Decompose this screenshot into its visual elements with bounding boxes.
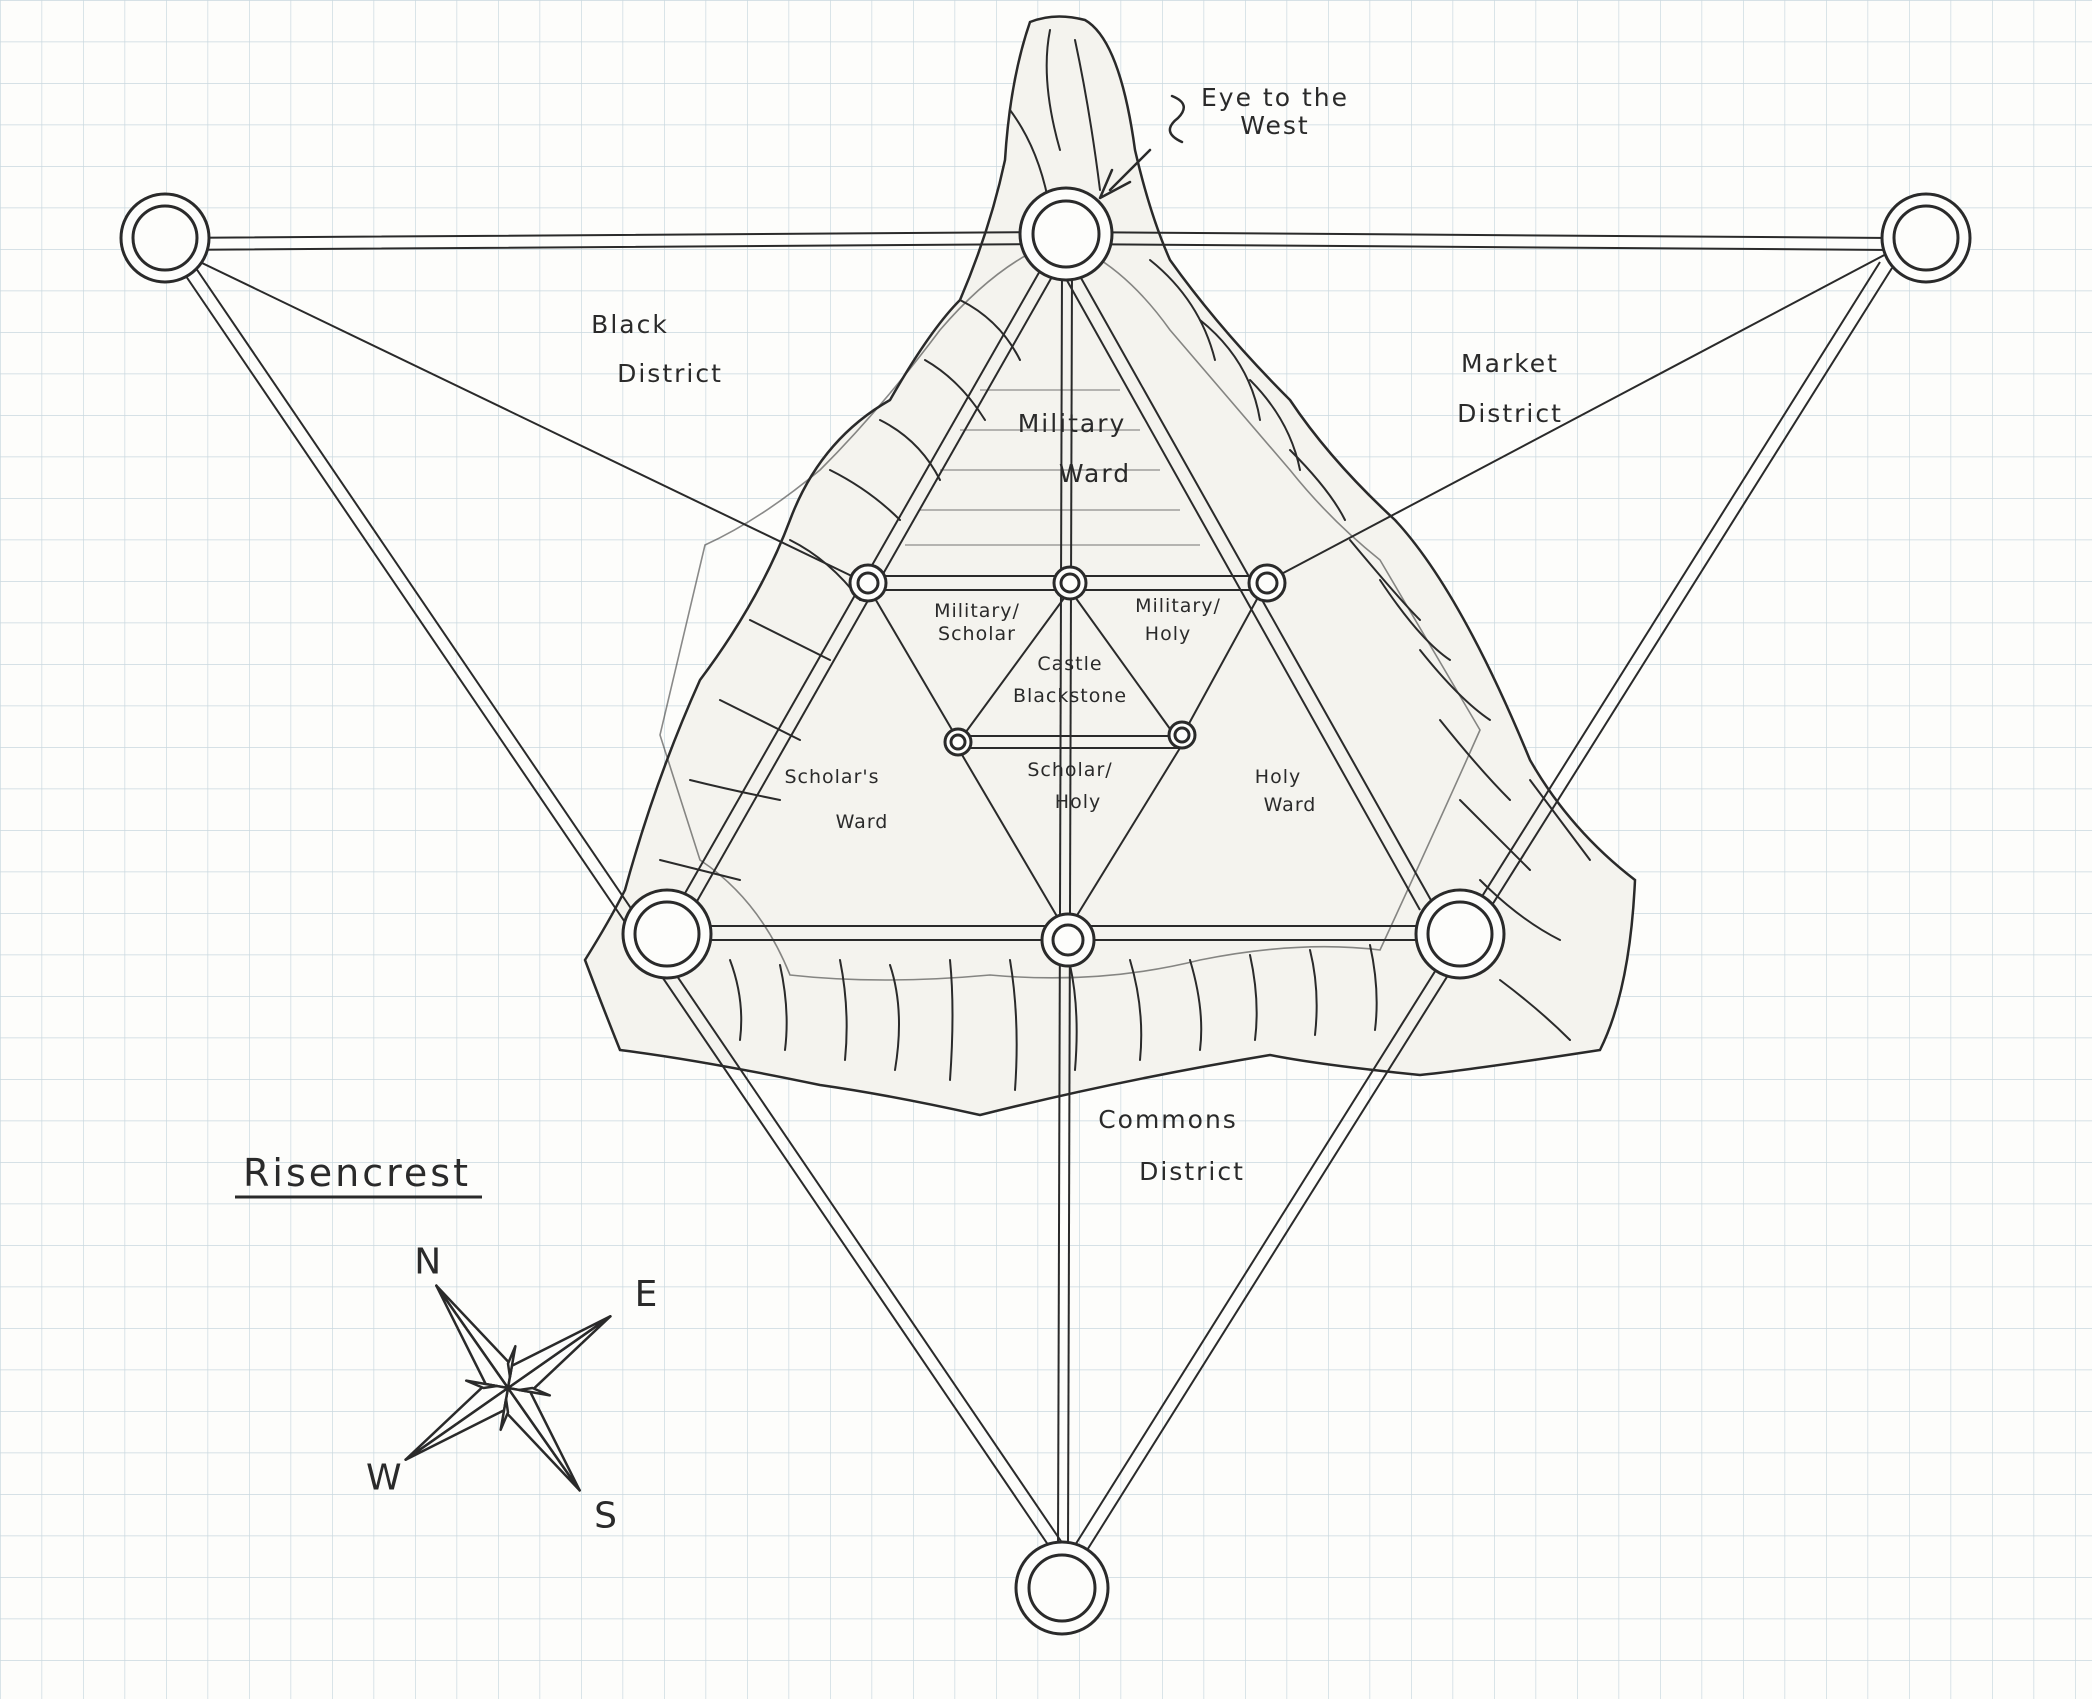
eye-to-the-west-label: Eye to the West	[1201, 83, 1349, 140]
compass-star-icon	[404, 1284, 612, 1492]
svg-text:Military/: Military/	[934, 600, 1020, 622]
svg-text:District: District	[1457, 399, 1563, 428]
compass-e: E	[635, 1274, 658, 1315]
map-title: Risencrest	[235, 1151, 482, 1199]
ward-military-scholar-label: Military/ Scholar	[934, 600, 1020, 645]
ward-scholar-holy-label: Scholar/ Holy	[1027, 759, 1112, 813]
svg-text:West: West	[1240, 111, 1309, 140]
node-military-scholar	[848, 563, 888, 603]
plateau-cliffs	[583, 15, 1637, 1117]
svg-text:District: District	[617, 359, 723, 388]
district-market-label: Market District	[1457, 349, 1563, 428]
svg-text:Castle: Castle	[1037, 653, 1102, 675]
node-castle-east	[1167, 720, 1197, 750]
svg-text:Risencrest: Risencrest	[243, 1151, 471, 1195]
district-black-label: Black District	[591, 310, 723, 388]
svg-text:Ward: Ward	[1059, 459, 1131, 488]
node-castle-west	[943, 727, 973, 757]
svg-text:Ward: Ward	[836, 811, 889, 833]
ward-military-label: Military Ward	[1018, 409, 1131, 488]
svg-text:Market: Market	[1461, 349, 1559, 378]
svg-text:Scholar's: Scholar's	[784, 766, 879, 788]
node-eye-to-the-west	[1018, 186, 1114, 282]
compass-n: N	[414, 1241, 441, 1282]
node-military-holy	[1247, 563, 1287, 603]
svg-text:Blackstone: Blackstone	[1013, 685, 1127, 707]
svg-text:Black: Black	[591, 310, 669, 339]
compass-w: W	[366, 1458, 402, 1499]
svg-text:Holy: Holy	[1055, 791, 1101, 813]
svg-text:Eye to the: Eye to the	[1201, 83, 1349, 112]
node-holy-gate	[1414, 888, 1506, 980]
svg-text:Military: Military	[1018, 409, 1127, 438]
annotation-arrow	[1098, 94, 1185, 200]
node-military-center	[1052, 565, 1088, 601]
ward-scholars-label: Scholar's Ward	[784, 766, 889, 833]
node-east-gate	[1880, 192, 1972, 284]
ward-military-holy-label: Military/ Holy	[1135, 595, 1221, 645]
svg-text:Holy: Holy	[1255, 766, 1301, 788]
node-commons-gate	[1040, 912, 1096, 968]
svg-text:Holy: Holy	[1145, 623, 1191, 645]
compass-rose: N E S W	[366, 1241, 658, 1536]
node-south-gate	[1014, 1540, 1110, 1636]
svg-text:Military/: Military/	[1135, 595, 1221, 617]
castle-blackstone-label: Castle Blackstone	[1013, 653, 1127, 707]
node-west-gate	[119, 192, 211, 284]
city-nodes	[119, 186, 1972, 1636]
svg-text:District: District	[1139, 1157, 1245, 1186]
ward-holy-label: Holy Ward	[1255, 766, 1317, 816]
compass-s: S	[594, 1495, 617, 1536]
svg-text:Scholar/: Scholar/	[1027, 759, 1112, 781]
svg-text:Scholar: Scholar	[938, 623, 1016, 645]
district-commons-label: Commons District	[1098, 1105, 1245, 1186]
node-scholar-gate	[621, 888, 713, 980]
svg-text:Commons: Commons	[1098, 1105, 1238, 1134]
svg-text:Ward: Ward	[1264, 794, 1317, 816]
